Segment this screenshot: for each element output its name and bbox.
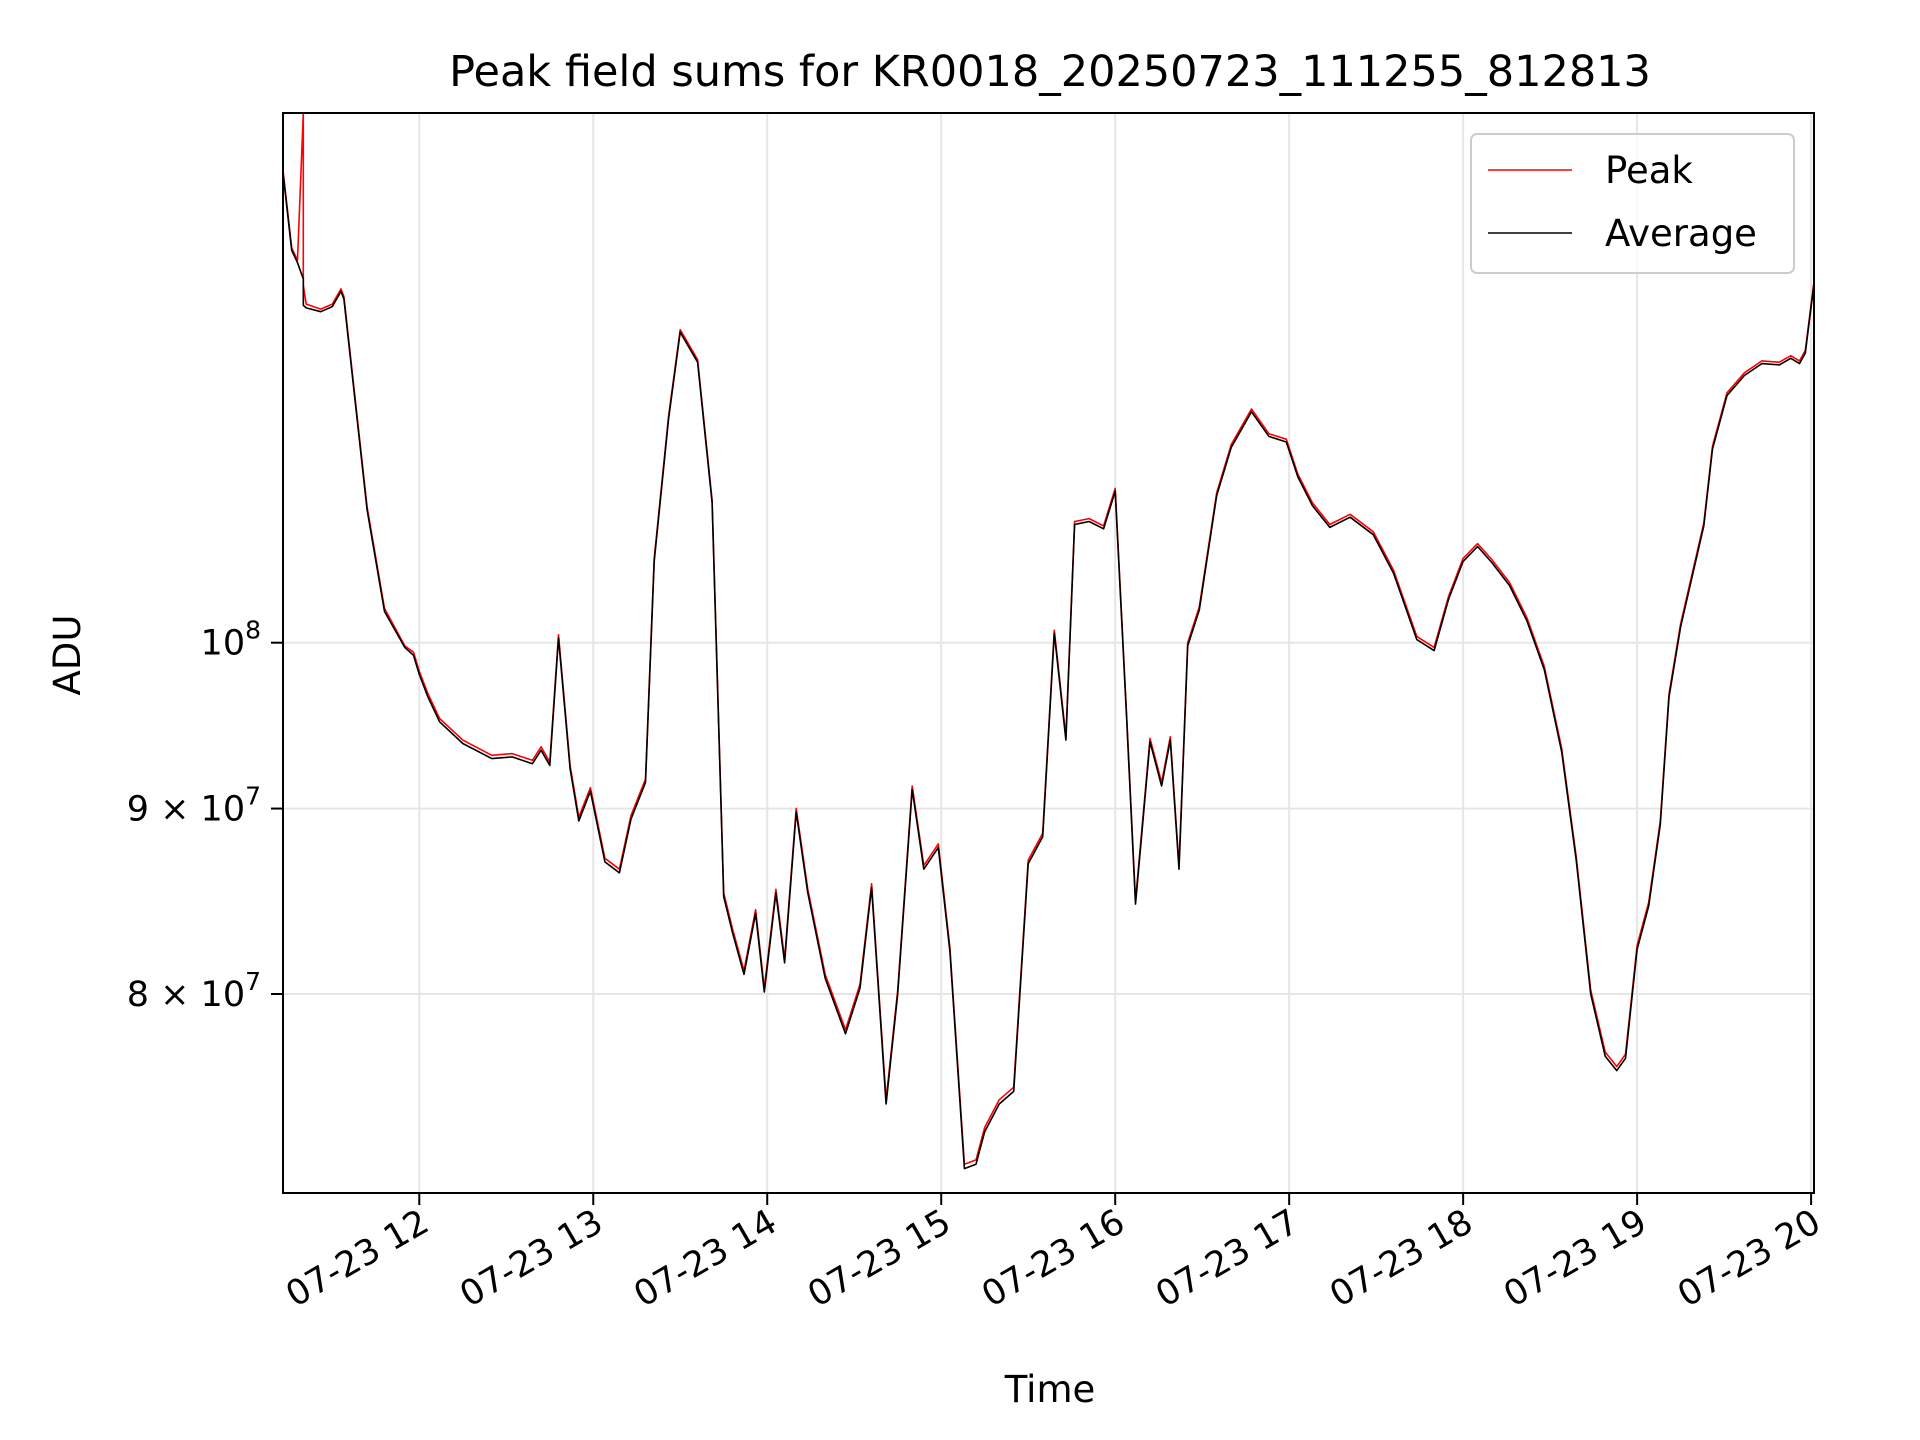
legend-box bbox=[1470, 133, 1795, 274]
y-axis-label: ADU bbox=[46, 615, 89, 696]
y-tick-label-exponent: 7 bbox=[245, 782, 261, 811]
axes-frame bbox=[282, 112, 1815, 1194]
series-layer bbox=[282, 112, 1815, 1170]
legend: Peak Average bbox=[1470, 133, 1795, 274]
series-line-average bbox=[282, 172, 1815, 1170]
y-tick-label: 8 × 107 bbox=[127, 967, 261, 1015]
legend-label-peak: Peak bbox=[1605, 149, 1693, 192]
y-tick-label-base: 9 × 10 bbox=[127, 790, 245, 830]
legend-label-average: Average bbox=[1605, 212, 1757, 255]
plot-area bbox=[283, 113, 1814, 1193]
y-tick-label-exponent: 8 bbox=[245, 616, 261, 645]
y-tick-label-base: 8 × 10 bbox=[127, 975, 245, 1015]
y-tick-label-exponent: 7 bbox=[245, 967, 261, 996]
chart-title: Peak field sums for KR0018_20250723_1112… bbox=[449, 47, 1651, 97]
y-tick-label-base: 10 bbox=[201, 624, 246, 664]
y-tick-label: 9 × 107 bbox=[127, 782, 261, 830]
y-tick-label: 108 bbox=[201, 616, 261, 664]
grid-lines bbox=[283, 113, 1814, 1193]
x-axis-label: Time bbox=[1004, 1368, 1096, 1411]
